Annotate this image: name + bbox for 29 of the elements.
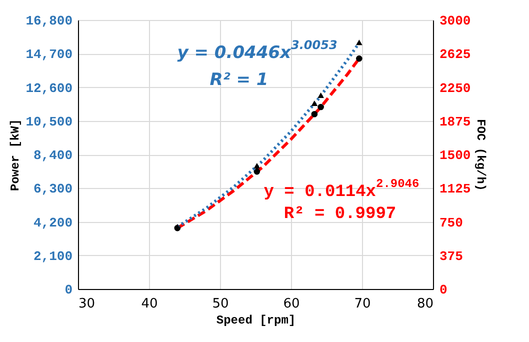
x-tick-label: 70 [354,296,371,312]
y-tick-label: 8,400 [33,148,73,163]
y-tick-label: 14,700 [26,47,73,62]
y-tick-label: 2,100 [33,248,73,264]
y2-tick-label: 1500 [440,148,471,163]
y2-tick-label: 375 [440,248,464,264]
y2-tick-label: 1875 [440,114,471,130]
y-tick-label: 6,300 [33,182,73,197]
y2-tick-label: 1125 [440,182,471,197]
y2-tick-label: 0 [440,282,448,298]
y2-tick-label: 3000 [440,14,471,28]
y-tick-label: 4,200 [33,215,73,230]
x-tick-label: 80 [416,296,434,312]
annotation: R² = 0.9997 [284,205,396,224]
y2-axis-title: FOC (kg/h) [474,118,488,192]
x-tick-label: 30 [78,296,96,312]
annotation: R² = 1 [210,70,268,90]
y-tick-label: 10,500 [26,114,73,130]
y-tick-label: 0 [64,282,73,298]
y-axis-title: Power [kW] [8,118,23,192]
y-tick-label: 12,600 [26,80,73,96]
x-tick-label: 60 [283,296,300,312]
y2-tick-label: 2250 [440,80,471,96]
y-tick-label: 16,800 [26,14,73,28]
x-tick-label: 40 [141,296,158,312]
y2-tick-label: 2625 [440,47,471,62]
x-tick-label: 50 [212,296,229,312]
y2-tick-label: 750 [440,215,464,230]
x-axis-title: Speed [rpm] [216,314,296,328]
